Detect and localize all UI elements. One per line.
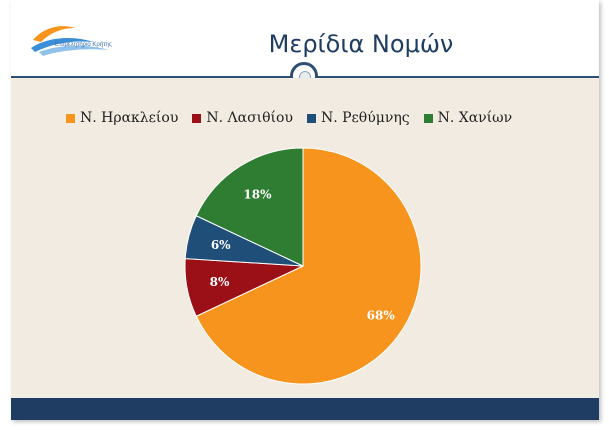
legend-item: Ν. Λασιθίου	[192, 110, 293, 126]
page-title: Μερίδια Νομών	[268, 30, 454, 58]
logo-text: Επιμελητήριο Κρήτης	[55, 42, 112, 48]
legend-item: Ν. Ρεθύμνης	[306, 110, 410, 126]
logo-swoosh-icon	[31, 26, 109, 56]
legend-item: Ν. Ηρακλείου	[66, 110, 178, 126]
chart-area: Ν. Ηρακλείου Ν. Λασιθίου Ν. Ρεθύμνης Ν. Χαν…	[11, 78, 599, 398]
legend-swatch	[306, 113, 316, 123]
chamber-logo: Επιμελητήριο Κρήτης	[29, 22, 141, 62]
legend-item: Ν. Χανίων	[423, 110, 513, 126]
pie-chart: 68% 8% 6% 18%	[184, 147, 422, 385]
legend-label: Ν. Ηρακλείου	[80, 110, 179, 126]
slice-data-label: 8%	[210, 275, 230, 289]
legend-swatch	[192, 113, 202, 123]
legend-label: Ν. Χανίων	[437, 110, 513, 126]
pie-slice	[195, 147, 304, 267]
slide: Επιμελητήριο Κρήτης Μερίδια Νομών Ν. Ηρα…	[11, 0, 599, 420]
legend-label: Ν. Ρεθύμνης	[320, 110, 410, 126]
slice-data-label: 6%	[211, 238, 231, 252]
legend-swatch	[423, 113, 433, 123]
slice-data-label: 68%	[367, 308, 396, 322]
footer-bar	[11, 398, 599, 420]
legend-label: Ν. Λασιθίου	[206, 110, 293, 126]
slice-data-label: 18%	[243, 187, 272, 201]
chart-legend: Ν. Ηρακλείου Ν. Λασιθίου Ν. Ρεθύμνης Ν. Χαν…	[66, 110, 566, 126]
legend-swatch	[66, 113, 75, 123]
pie-slice	[195, 147, 422, 385]
